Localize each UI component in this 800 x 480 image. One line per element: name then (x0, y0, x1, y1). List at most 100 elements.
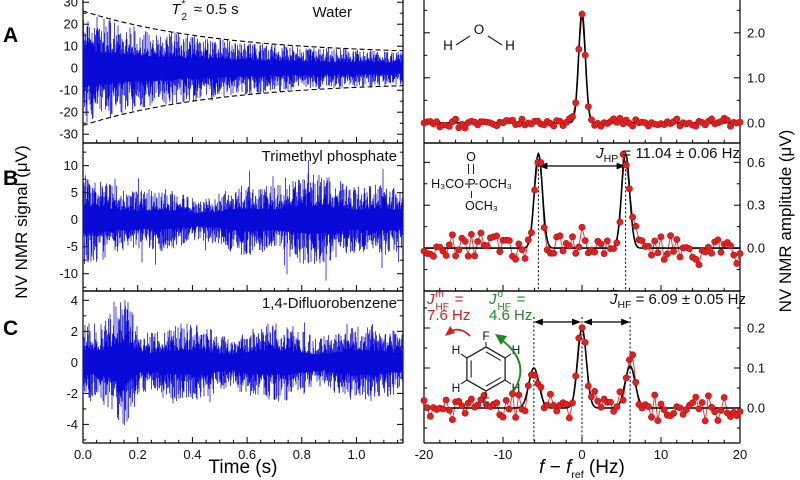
data-point (562, 400, 570, 408)
data-point (496, 248, 504, 255)
svg-text:H: H (512, 343, 521, 357)
data-point (619, 396, 627, 404)
svg-text:-10: -10 (59, 266, 78, 281)
water-time-domain-series (82, 10, 404, 126)
svg-text:30: 30 (64, 0, 78, 10)
data-point (566, 242, 573, 250)
jhf-meta-value: 7.6 Hz (427, 307, 471, 324)
svg-text:0.2: 0.2 (747, 321, 765, 336)
data-point (629, 213, 636, 221)
data-point (515, 240, 523, 248)
data-point (695, 405, 703, 413)
data-point (619, 150, 627, 158)
svg-text:H: H (443, 38, 453, 53)
svg-text:1.0: 1.0 (347, 447, 365, 462)
data-point (622, 374, 630, 382)
data-point (483, 242, 491, 250)
data-point (686, 245, 693, 252)
data-point (474, 401, 482, 409)
data-point (572, 372, 580, 380)
data-point (420, 397, 428, 404)
data-point (705, 243, 712, 251)
svg-text:O: O (466, 150, 476, 164)
svg-text:F: F (482, 395, 489, 409)
data-point (426, 412, 434, 420)
meta-coupling-arrow (445, 326, 471, 337)
data-point (464, 252, 472, 260)
data-point (502, 396, 510, 404)
svg-text:F: F (482, 329, 489, 343)
data-point (442, 252, 450, 259)
data-point (528, 229, 535, 237)
right-y-axis-title: NV NMR amplitude (μV) (776, 129, 795, 313)
svg-text:20: 20 (64, 17, 78, 32)
data-point (588, 116, 595, 124)
data-point (670, 409, 677, 417)
svg-text:-2: -2 (66, 386, 78, 401)
data-point (730, 251, 738, 259)
data-point (603, 237, 611, 245)
data-point (736, 250, 744, 257)
svg-text:H: H (452, 343, 461, 357)
data-point (607, 398, 614, 406)
data-point (714, 417, 722, 424)
data-point (524, 236, 532, 244)
data-point (448, 416, 456, 423)
data-point (581, 51, 589, 59)
data-point (613, 403, 621, 411)
svg-text:0: 0 (578, 447, 585, 462)
data-point (701, 417, 709, 425)
svg-text:OCH₃: OCH₃ (465, 199, 498, 213)
data-point (521, 255, 529, 262)
data-point (616, 218, 624, 226)
data-point (550, 122, 557, 130)
data-point (445, 241, 453, 249)
svg-text:0.3: 0.3 (747, 198, 765, 213)
data-point (667, 232, 674, 240)
data-point (724, 116, 731, 124)
data-point (616, 115, 624, 122)
data-point (708, 115, 715, 123)
data-point (591, 248, 598, 256)
time-axis-title: Time (s) (208, 457, 278, 478)
data-point (645, 403, 652, 410)
data-point (572, 99, 580, 107)
data-point (597, 240, 605, 248)
data-point (673, 115, 681, 123)
data-point (692, 255, 700, 263)
data-point (654, 417, 662, 424)
data-point (550, 249, 557, 257)
svg-text:0.0: 0.0 (747, 115, 765, 130)
data-point (676, 404, 684, 412)
data-point (616, 388, 624, 396)
data-point (578, 223, 586, 231)
svg-text:0.6: 0.6 (238, 447, 256, 462)
data-point (569, 113, 576, 120)
data-point (638, 237, 646, 244)
tmp-spectrum-series (420, 150, 744, 291)
decay-envelope-upper (82, 10, 404, 52)
data-point (645, 242, 652, 250)
data-point (569, 233, 576, 241)
svg-text:0.0: 0.0 (74, 447, 92, 462)
data-point (632, 222, 640, 230)
data-point (512, 255, 519, 263)
jhp-annotation: JHP = 11.04 ± 0.06 Hz (596, 145, 740, 166)
svg-text:H: H (452, 381, 461, 395)
data-point (648, 413, 655, 421)
data-point (701, 248, 709, 256)
data-point (651, 237, 659, 245)
data-point (471, 252, 478, 260)
data-point (717, 406, 725, 414)
data-point (547, 390, 554, 398)
data-point (569, 399, 576, 407)
data-point (430, 252, 437, 260)
data-point (698, 399, 706, 406)
data-point (553, 407, 561, 415)
data-point (467, 395, 475, 403)
data-point (540, 224, 548, 231)
svg-text:-5: -5 (66, 239, 78, 254)
svg-text:P: P (467, 177, 475, 191)
